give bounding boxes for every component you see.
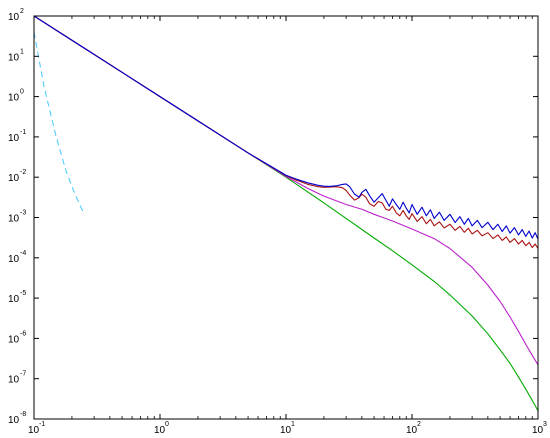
y-tick-exponent-0: 2	[20, 8, 24, 15]
y-tick-exponent-4: -2	[20, 169, 26, 176]
axes-frame	[33, 15, 539, 420]
y-tick-exponent-1: 1	[20, 48, 24, 55]
x-tick-exponent-3: 2	[417, 421, 421, 428]
x-tick-exponent-1: 0	[165, 421, 169, 428]
series-line-4	[34, 16, 538, 240]
y-tick-label-1: 10	[8, 52, 20, 63]
x-tick-exponent-0: -1	[39, 421, 45, 428]
y-tick-label-0: 10	[8, 12, 20, 23]
y-tick-label-4: 10	[8, 173, 20, 184]
y-tick-exponent-8: -6	[20, 330, 26, 337]
y-tick-exponent-2: 0	[20, 89, 24, 96]
series-line-5	[34, 31, 85, 215]
x-tick-label-0: 10	[28, 425, 40, 436]
series-line-2	[34, 16, 538, 366]
y-tick-label-7: 10	[8, 294, 20, 305]
axes-layer: 10-110010110210310210110010-110-210-310-…	[8, 8, 547, 436]
x-tick-exponent-2: 1	[291, 421, 295, 428]
y-tick-label-6: 10	[8, 254, 20, 265]
y-tick-exponent-6: -4	[20, 250, 26, 257]
y-tick-label-8: 10	[8, 334, 20, 345]
y-tick-exponent-7: -5	[20, 290, 26, 297]
series-line-1	[34, 16, 538, 412]
y-tick-exponent-10: -8	[20, 411, 26, 418]
series-line-3	[34, 16, 538, 249]
x-tick-label-3: 10	[406, 425, 418, 436]
y-tick-exponent-5: -3	[20, 210, 26, 217]
y-tick-label-3: 10	[8, 133, 20, 144]
x-tick-label-2: 10	[280, 425, 292, 436]
y-tick-exponent-9: -7	[20, 371, 26, 378]
x-tick-label-1: 10	[154, 425, 166, 436]
y-tick-label-9: 10	[8, 375, 20, 386]
y-tick-exponent-3: -1	[20, 129, 26, 136]
series-layer	[34, 16, 538, 412]
x-tick-exponent-4: 3	[543, 421, 547, 428]
y-tick-label-10: 10	[8, 415, 20, 426]
y-tick-label-5: 10	[8, 214, 20, 225]
y-tick-label-2: 10	[8, 93, 20, 104]
x-tick-label-4: 10	[532, 425, 544, 436]
